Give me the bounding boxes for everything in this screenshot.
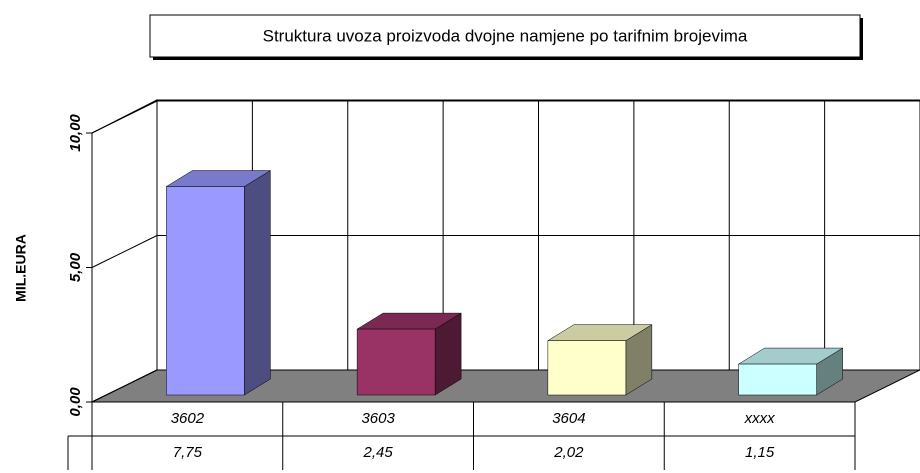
x-tick-label: 3604	[552, 410, 585, 427]
value-label: 7,75	[173, 444, 203, 461]
title-box	[149, 14, 861, 58]
bar	[738, 363, 817, 396]
y-axis-label: MIL.EURA	[13, 234, 29, 302]
x-tick-label: xxxx	[744, 410, 776, 427]
chart-title: Struktura uvoza proizvoda dvojne namjene…	[263, 26, 748, 45]
bar-side	[244, 170, 271, 396]
value-label: 2,02	[553, 444, 584, 461]
y-tick-label: 0,00	[67, 387, 84, 417]
x-tick-label: 3602	[171, 410, 205, 427]
bar	[356, 328, 436, 396]
grid-line	[91, 235, 158, 268]
bar	[547, 340, 627, 396]
grid-line	[91, 369, 158, 403]
grid-line	[91, 100, 158, 134]
y-tick-label: 10,00	[67, 114, 84, 152]
value-label: 1,15	[745, 444, 775, 461]
x-tick-label: 3603	[361, 410, 395, 427]
y-tick-label: 5,00	[67, 252, 84, 282]
bar	[166, 186, 245, 396]
value-label: 2,45	[363, 444, 394, 461]
